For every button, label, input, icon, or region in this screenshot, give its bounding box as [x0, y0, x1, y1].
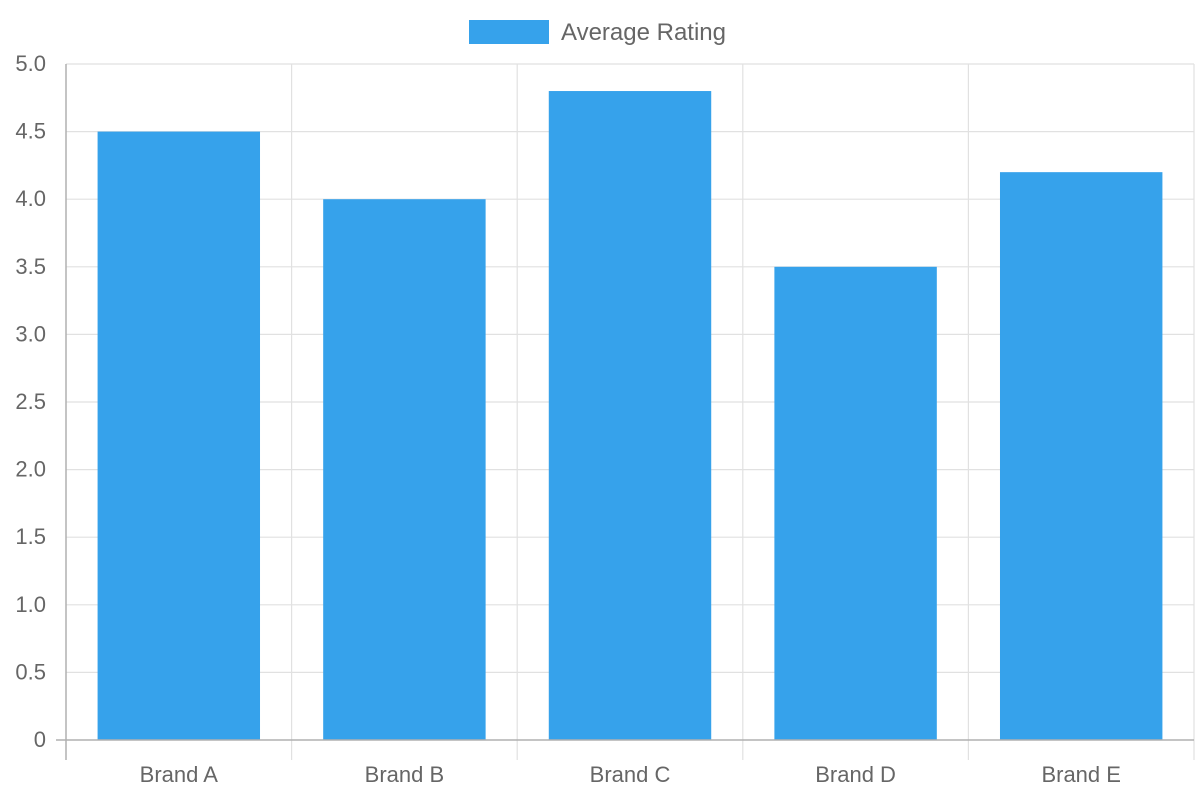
y-tick-label: 3.5 — [15, 254, 46, 279]
y-tick-label: 1.5 — [15, 524, 46, 549]
y-tick-label: 0.5 — [15, 659, 46, 684]
bar-brand-c[interactable] — [548, 91, 712, 741]
y-tick-label: 0 — [34, 727, 46, 752]
chart-legend[interactable]: Average Rating — [469, 19, 726, 46]
x-tick-label: Brand E — [1041, 762, 1121, 787]
y-axis-ticks: 0 0.5 1.0 1.5 2.0 2.5 3.0 3.5 4.0 4.5 5.0 — [15, 51, 46, 752]
bar-brand-e[interactable] — [999, 172, 1163, 740]
bar-brand-b[interactable] — [323, 199, 486, 740]
y-tick-label: 1.0 — [15, 592, 46, 617]
x-tick-label: Brand B — [365, 762, 445, 787]
y-tick-label: 5.0 — [15, 51, 46, 76]
y-tick-label: 3.0 — [15, 321, 46, 346]
legend-swatch-average-rating — [469, 20, 549, 44]
bar-brand-d[interactable] — [774, 266, 937, 740]
chart-bars — [97, 91, 1163, 741]
x-tick-label: Brand C — [590, 762, 671, 787]
x-axis-ticks: Brand A Brand B Brand C Brand D Brand E — [140, 762, 1121, 787]
legend-label-average-rating: Average Rating — [561, 19, 726, 46]
x-tick-label: Brand D — [815, 762, 896, 787]
y-tick-label: 4.0 — [15, 186, 46, 211]
y-tick-label: 4.5 — [15, 119, 46, 144]
y-tick-label: 2.5 — [15, 389, 46, 414]
y-tick-label: 2.0 — [15, 457, 46, 482]
x-tick-label: Brand A — [140, 762, 219, 787]
bar-brand-a[interactable] — [97, 131, 261, 741]
chart-axes — [56, 64, 1194, 760]
